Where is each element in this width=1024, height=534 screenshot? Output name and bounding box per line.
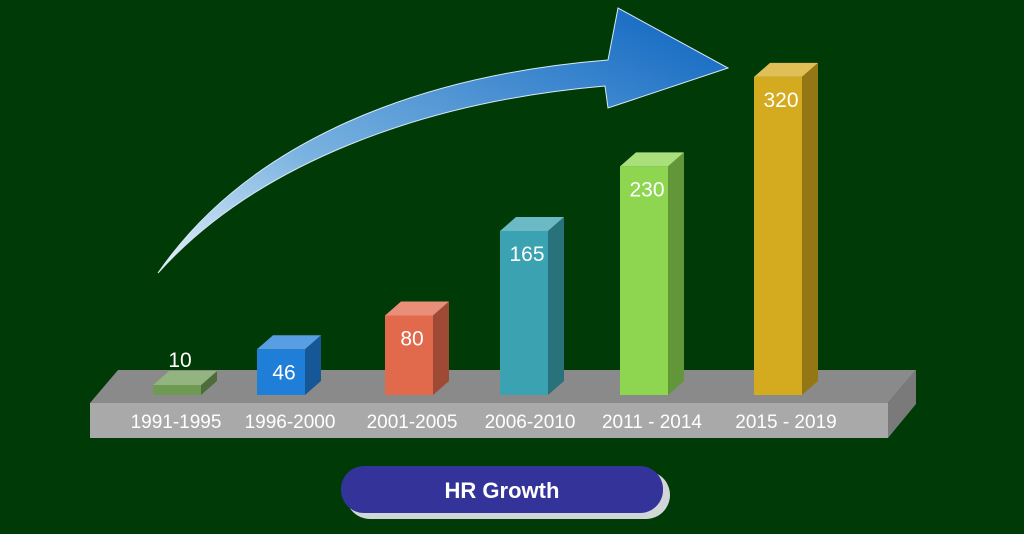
category-label: 1996-2000 [245,412,336,433]
bar-side-face [201,371,217,395]
bar: 320 [754,62,818,396]
data-label: 46 [272,361,295,384]
data-label: 230 [629,178,664,201]
bar: 10 [153,349,217,395]
category-label: 2001-2005 [367,412,458,433]
bar-top-face [385,301,449,316]
bar-side-face [433,301,449,395]
category-label: 2006-2010 [485,412,576,433]
bar-front-face [257,349,305,395]
bar: 46 [257,335,321,395]
category-label: 2015 - 2019 [735,412,836,433]
category-label: 1991-1995 [131,412,222,433]
bar-top-face [257,335,321,350]
bar-top-face [153,371,217,386]
bar-front-face [500,230,548,395]
bar-top-face [620,152,684,167]
bar-top-face [500,216,564,231]
bar: 230 [620,152,684,395]
bars-layer: 10 46 80 165 230 320 [153,62,818,396]
bar-top-face [754,62,818,77]
data-label: 10 [168,349,191,372]
data-label: 165 [509,243,544,266]
bar-side-face [548,216,564,395]
data-label: 80 [400,327,423,350]
data-label: 320 [763,89,798,112]
bar: 80 [385,301,449,395]
chart-title: HR Growth [445,478,560,503]
bar-front-face [385,315,433,395]
chart-title-badge: HR Growth [341,466,670,519]
category-labels: 1991-1995 1996-2000 2001-2005 2006-2010 … [131,412,837,433]
bar: 165 [500,216,564,395]
trend-arrow-icon [157,7,730,274]
bar-front-face [754,76,802,396]
bar-front-face [153,385,201,395]
bar-side-face [305,335,321,395]
category-label: 2011 - 2014 [602,412,702,433]
bar-side-face [668,152,684,395]
bar-side-face [802,62,818,396]
bar-front-face [620,166,668,395]
